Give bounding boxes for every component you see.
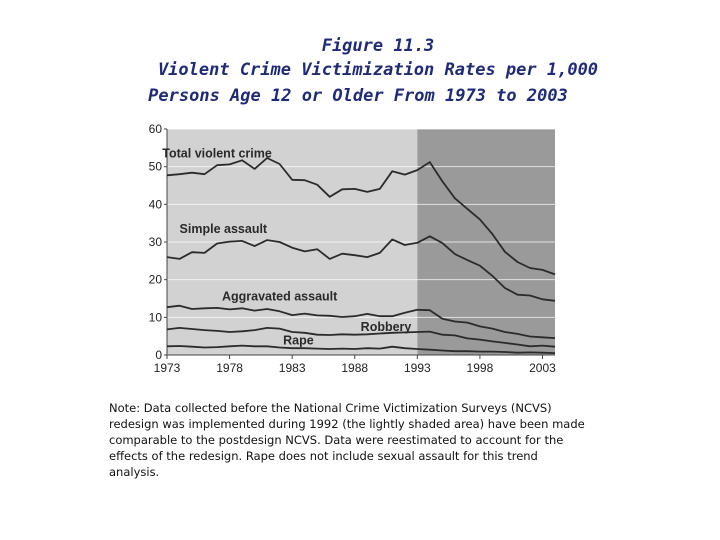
figure-number: Figure 11.3 — [321, 36, 435, 56]
y-tick-label: 60 — [149, 122, 163, 136]
x-tick-label: 1983 — [279, 361, 306, 375]
x-tick-label: 1993 — [404, 361, 431, 375]
series-label-robbery: Robbery — [361, 320, 412, 334]
series-line-aggravated-assault — [166, 304, 556, 339]
y-tick-label: 10 — [149, 310, 163, 324]
note-line: analysis. — [109, 465, 160, 479]
note-line: Note: Data collected before the National… — [109, 401, 552, 415]
series-label-simple-assault: Simple assault — [180, 222, 268, 236]
x-tick-label: 2003 — [529, 361, 556, 375]
x-tick-label: 1978 — [216, 361, 243, 375]
note-line: effects of the redesign. Rape does not i… — [109, 449, 538, 463]
series-line-total-violent-crime — [166, 157, 556, 276]
note-line: redesign was implemented during 1992 (th… — [109, 417, 585, 431]
series-line-rape — [166, 344, 556, 354]
x-tick-label: 1973 — [154, 361, 181, 375]
series-label-total-violent-crime: Total violent crime — [162, 147, 272, 161]
series-label-aggravated-assault: Aggravated assault — [222, 289, 338, 303]
series-line-simple-assault — [166, 235, 556, 302]
y-tick-label: 20 — [149, 273, 163, 287]
y-tick-label: 40 — [149, 197, 163, 211]
figure-title-line-2: Persons Age 12 or Older From 1973 to 200… — [148, 86, 568, 106]
x-tick-label: 1998 — [467, 361, 494, 375]
y-tick-label: 30 — [149, 235, 163, 249]
crime-rate-line-chart: 0 10 20 30 40 50 60 1973 1978 1983 1988 1993 1998 200… — [149, 122, 557, 375]
figure-title-line-1: Violent Crime Victimization Rates per 1,… — [157, 60, 599, 80]
note-line: comparable to the postdesign NCVS. Data … — [109, 433, 564, 447]
y-tick-label: 50 — [149, 160, 163, 174]
x-tick-label: 1988 — [341, 361, 368, 375]
chart-note: Note: Data collected before the National… — [109, 400, 649, 480]
series-label-rape: Rape — [283, 333, 314, 347]
series-line-robbery — [166, 326, 556, 348]
y-tick-label: 0 — [155, 348, 162, 362]
